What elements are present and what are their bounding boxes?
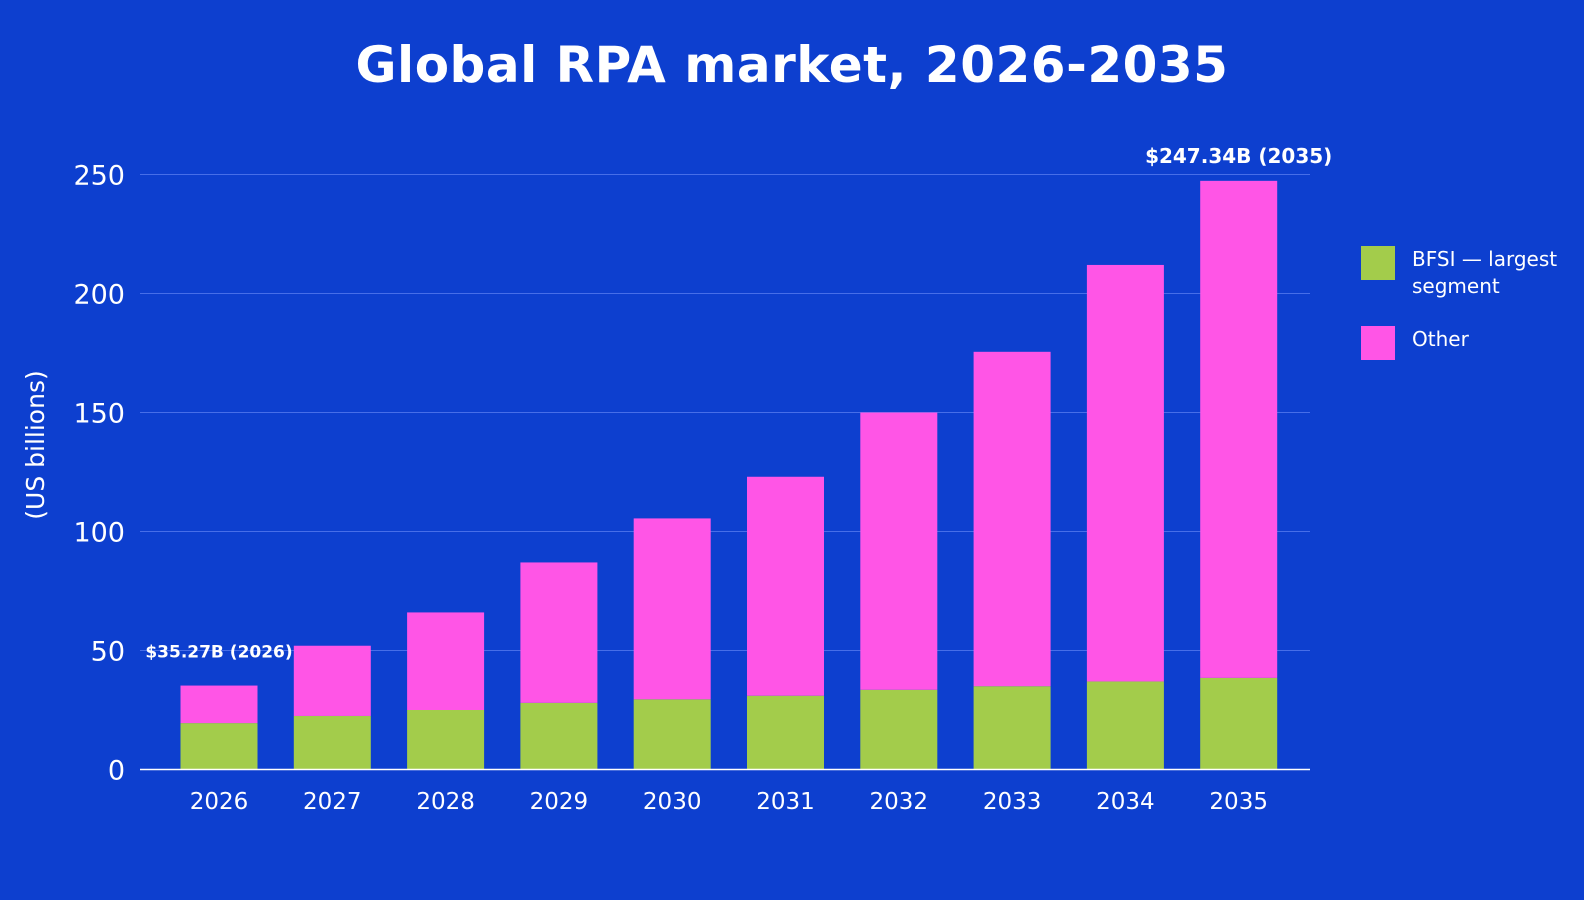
- bar-bfsi: [520, 702, 598, 770]
- y-tick-label: 250: [73, 161, 125, 192]
- x-tick-label: 2029: [530, 789, 589, 815]
- bar-bfsi: [407, 710, 485, 770]
- y-axis-label: (US billions): [21, 370, 50, 519]
- legend-label: BFSI — largest segment: [1412, 247, 1558, 298]
- bar-bfsi: [747, 695, 824, 770]
- x-tick-label: 2035: [1209, 789, 1268, 815]
- legend-swatch: [1361, 326, 1395, 360]
- bar-bfsi: [633, 699, 711, 770]
- bar-other: [1086, 264, 1164, 682]
- legend-item: BFSI — largest segment: [1361, 246, 1571, 300]
- y-tick-label: 50: [91, 637, 125, 668]
- x-tick-label: 2034: [1096, 789, 1155, 815]
- bar-other: [520, 562, 598, 703]
- y-tick-label: 100: [73, 518, 125, 549]
- bar-bfsi: [1086, 681, 1164, 770]
- bar-bfsi: [293, 715, 371, 770]
- bar-bfsi: [973, 686, 1051, 770]
- x-tick-label: 2033: [983, 789, 1042, 815]
- data-annotation: $35.27B (2026): [145, 643, 292, 663]
- x-tick-label: 2032: [870, 789, 929, 815]
- bar-other: [1200, 180, 1278, 678]
- bar-bfsi: [860, 689, 938, 770]
- legend-label: Other: [1412, 327, 1469, 351]
- x-tick-label: 2031: [756, 789, 815, 815]
- chart-legend: BFSI — largest segment Other: [1361, 246, 1571, 386]
- bar-other: [180, 685, 258, 724]
- y-tick-label: 200: [73, 280, 125, 311]
- bar-other: [633, 518, 711, 700]
- bar-other: [747, 476, 824, 696]
- legend-swatch: [1361, 246, 1395, 280]
- bar-other: [293, 645, 371, 716]
- bar-other: [973, 351, 1051, 687]
- bar-bfsi: [1200, 677, 1278, 770]
- legend-item: Other: [1361, 326, 1571, 360]
- x-tick-label: 2030: [643, 789, 702, 815]
- chart-title: Global RPA market, 2026-2035: [355, 36, 1229, 94]
- bar-bfsi: [180, 723, 258, 770]
- y-tick-label: 0: [108, 756, 125, 787]
- x-tick-label: 2028: [416, 789, 475, 815]
- bar-other: [860, 412, 938, 690]
- x-tick-label: 2026: [190, 789, 249, 815]
- bar-other: [407, 612, 485, 710]
- y-tick-label: 150: [73, 399, 125, 430]
- data-annotation: $247.34B (2035): [1145, 144, 1332, 168]
- x-tick-label: 2027: [303, 789, 362, 815]
